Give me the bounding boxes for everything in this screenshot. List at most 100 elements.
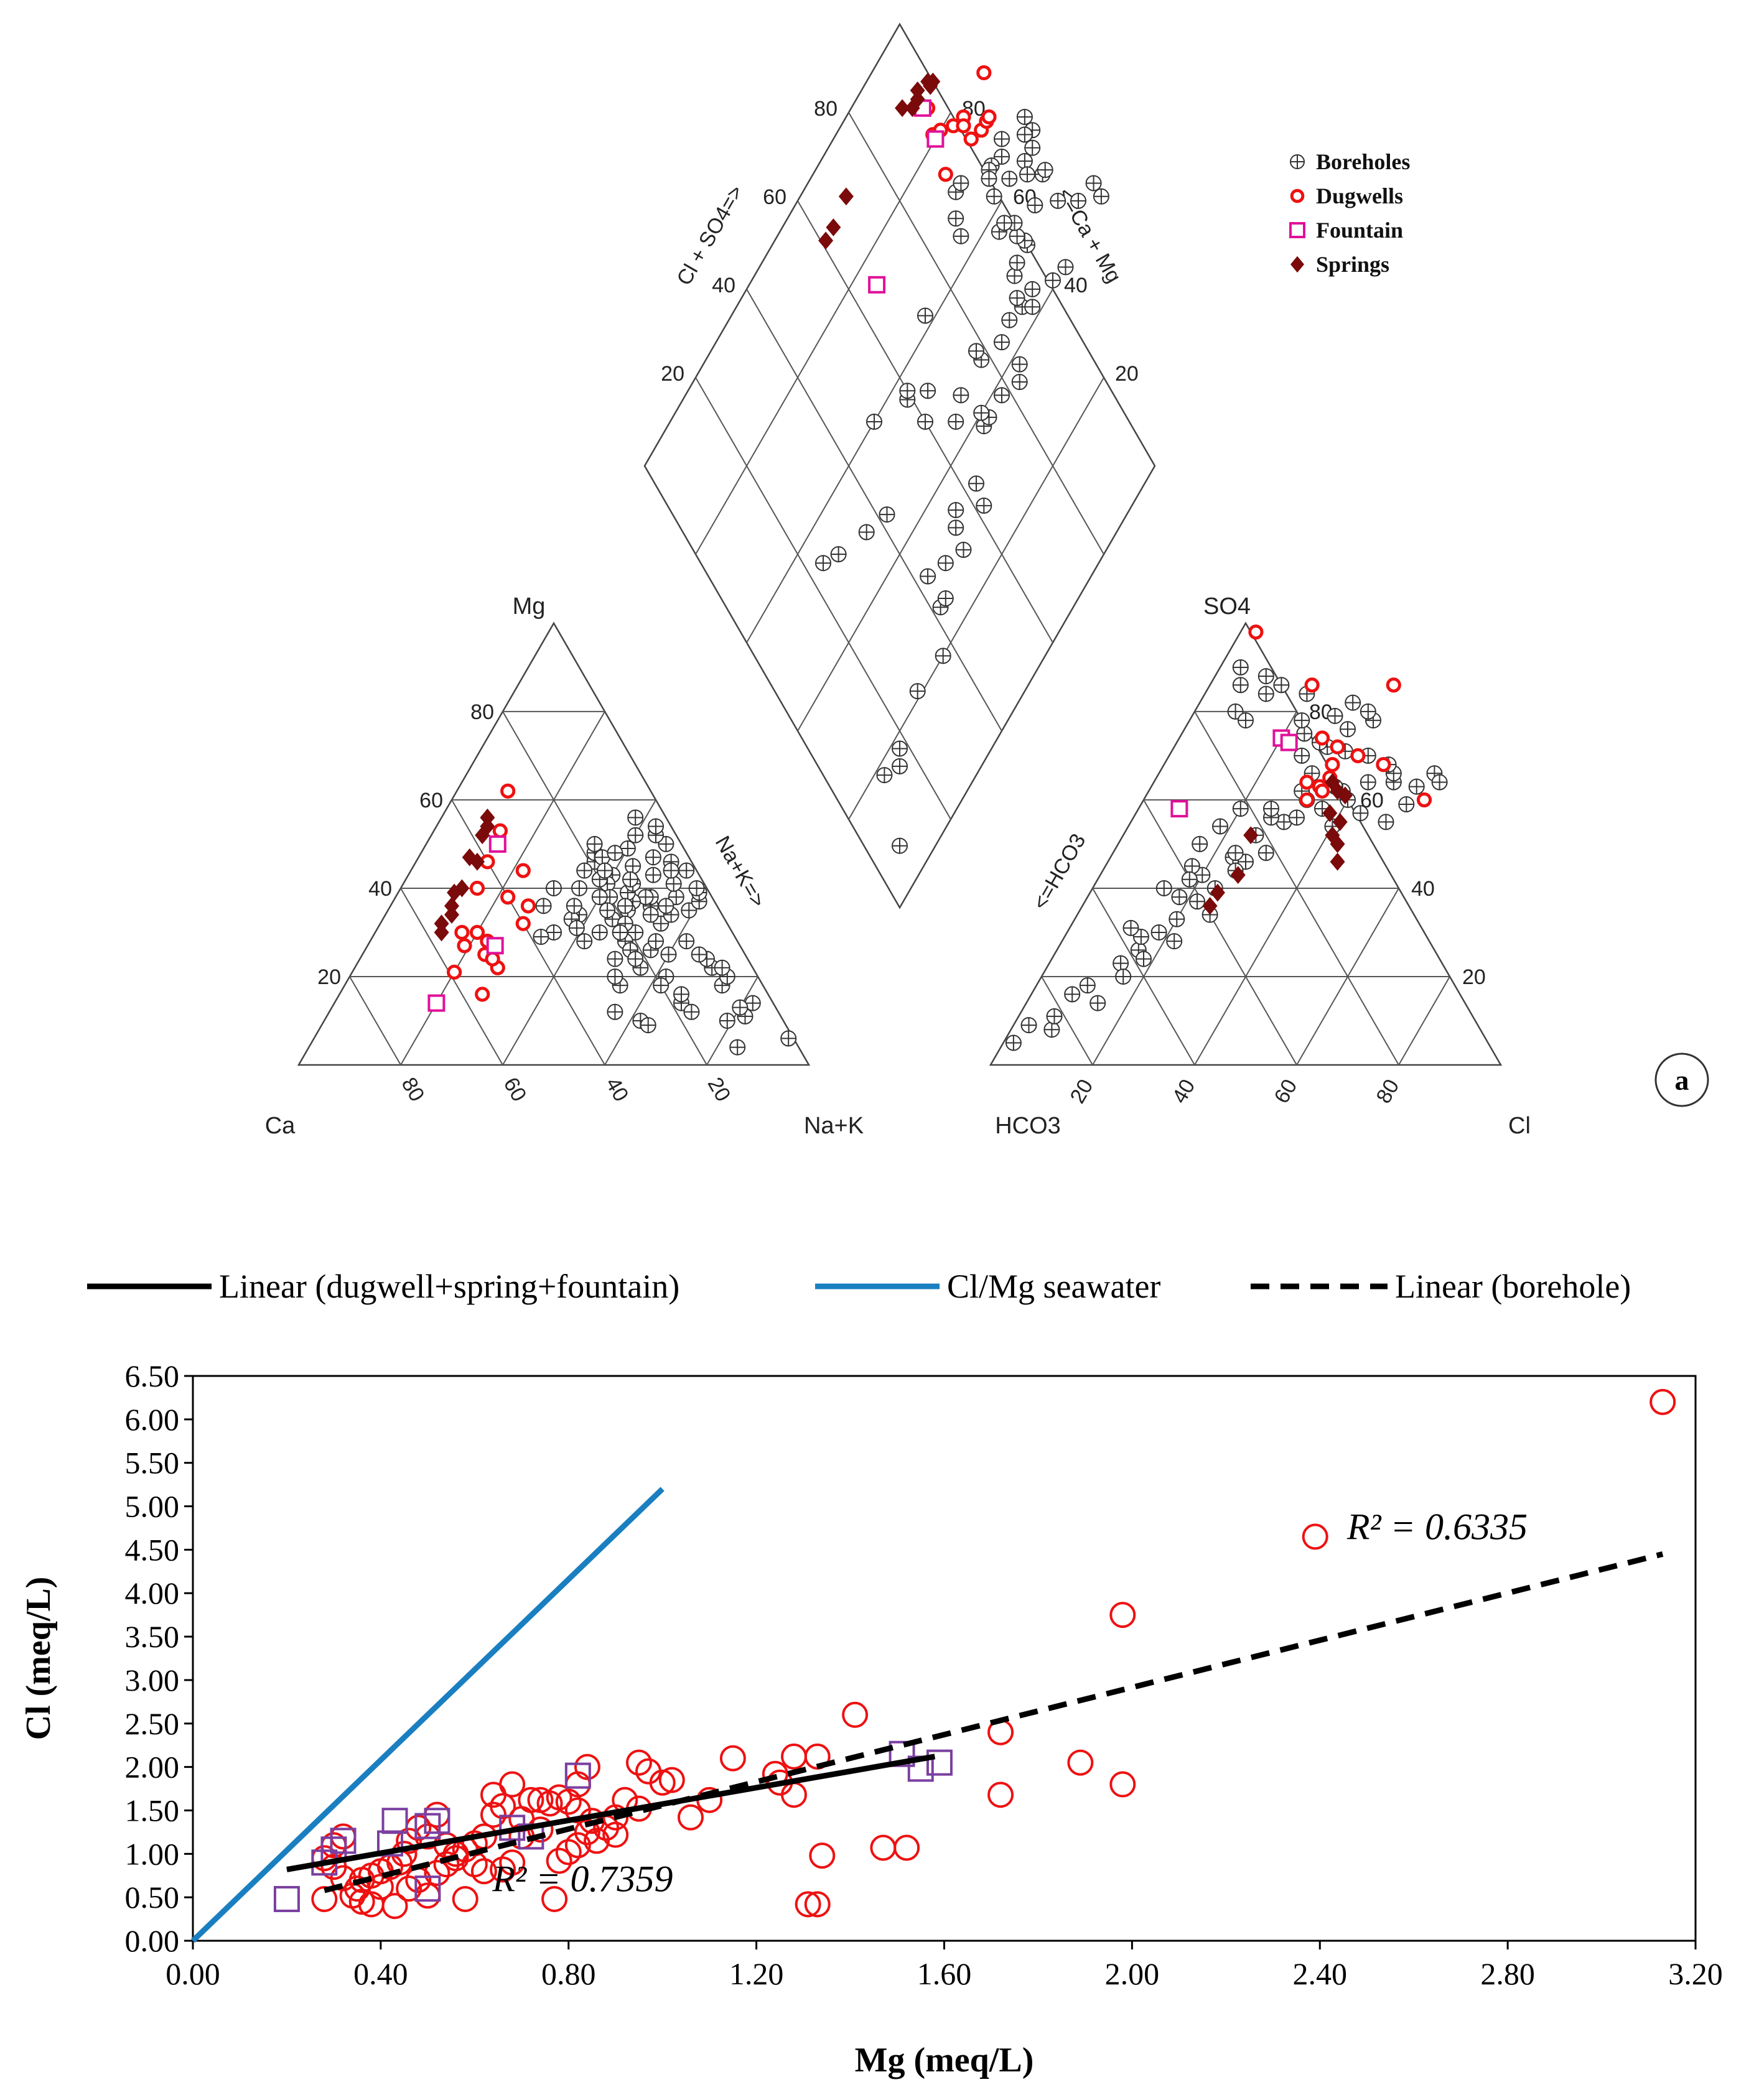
data-point-circle [541, 1885, 568, 1912]
diamond-point-cross [1025, 281, 1040, 297]
anion-point [1210, 883, 1225, 902]
diamond-grid-line [695, 377, 951, 820]
anion-point-cross [1360, 704, 1376, 719]
data-point-circle [1109, 1602, 1136, 1628]
diamond-point-cross [867, 414, 882, 429]
anion-grid-line [1143, 799, 1297, 1066]
diamond-point [838, 187, 854, 206]
diamond-point-cross [1009, 290, 1025, 306]
diamond-point [963, 131, 979, 147]
cation-point-cross [745, 995, 760, 1011]
data-point-circle [367, 1874, 394, 1900]
piper-legend: Boreholes Dugwells Fountain Springs [1289, 149, 1410, 277]
diamond-point-cross [935, 648, 951, 664]
y-tick-label: 6.00 [125, 1402, 180, 1437]
cation-point-cross [587, 836, 602, 852]
cation-point-cross [625, 858, 641, 874]
cation-point-cross [679, 934, 694, 949]
anion-point-cross [1047, 1008, 1062, 1024]
anion-point-cross [1151, 924, 1167, 940]
cation-point [488, 835, 506, 853]
anion-point [1416, 792, 1432, 808]
diamond-frame [643, 22, 1156, 909]
anion-point-cross [1360, 774, 1376, 790]
anion-point-cross [1238, 713, 1253, 728]
diamond-point-cross [920, 569, 936, 584]
anion-point-cross [1090, 995, 1106, 1011]
diamond-point-cross [831, 547, 846, 562]
diamond-point-cross [948, 520, 964, 536]
data-point-circle [480, 1782, 506, 1808]
cation-point-cross [640, 1018, 656, 1033]
anion-point-cross [1169, 911, 1185, 927]
diamond-point-cross [1037, 162, 1053, 178]
anion-point-cross [1340, 722, 1355, 737]
cation-point [469, 924, 485, 941]
cation-point-cross [638, 890, 653, 905]
anion-point-cross [1409, 779, 1424, 794]
cation-point-cross [661, 947, 676, 962]
cation-point-cross [536, 898, 551, 914]
anion-point-cross [1156, 880, 1172, 896]
diamond-point-cross [1017, 153, 1032, 169]
anion-point-cross [1123, 920, 1139, 936]
cation-point-cross [597, 863, 612, 878]
anion-point-cross [1228, 845, 1243, 861]
cation-point [447, 964, 462, 980]
diamond-point-cross [1025, 140, 1040, 156]
y-tick-label: 0.50 [125, 1880, 180, 1915]
anion-point-cross [1294, 713, 1310, 728]
cation-point-cross [658, 836, 674, 852]
anion-point [1248, 624, 1264, 640]
cation-point-cross [628, 924, 643, 940]
diamond-point-cross [1045, 272, 1060, 288]
cation-point [462, 848, 477, 866]
legend-label-fountain: Fountain [1316, 218, 1403, 243]
y-tick-label: 4.00 [125, 1576, 180, 1610]
data-point-square [564, 1762, 591, 1789]
data-point-circle [719, 1745, 746, 1772]
piper-series-springs [434, 72, 1353, 942]
anion-point-cross [1327, 708, 1343, 723]
anion-point-cross [1233, 677, 1248, 693]
data-point-circle [527, 1786, 554, 1813]
anion-point-cross [1432, 774, 1447, 790]
x-tick-label: 3.20 [1668, 1956, 1723, 1991]
anion-point [1330, 739, 1345, 755]
data-point-square [926, 1749, 953, 1776]
anion-point-cross [1192, 836, 1208, 852]
data-point-circle [781, 1743, 807, 1770]
cation-point-cross [617, 898, 633, 914]
data-point-square [424, 1808, 450, 1834]
cation-point [520, 898, 536, 914]
cation-point [480, 808, 495, 827]
diamond-grid-line [746, 289, 1002, 732]
data-point-circle [424, 1860, 450, 1887]
anion-point-cross [1136, 951, 1151, 967]
cation-point [500, 783, 516, 799]
cl-mg-scatter-chart: Linear (dugwell+spring+fountain) Cl/Mg se… [19, 1268, 1723, 2079]
cation-point-cross [612, 924, 628, 940]
data-point-square [414, 1813, 441, 1839]
diamond-point-cross [1017, 109, 1032, 124]
cation-point [444, 906, 459, 924]
cation-point-cross [628, 810, 643, 825]
diamond-point-cross [1007, 268, 1022, 284]
cation-point [515, 916, 531, 931]
anion-point-cross [1228, 704, 1243, 719]
diamond-point [818, 231, 834, 250]
diamond-point-cross [1009, 228, 1025, 244]
cation-point-cross [781, 1031, 796, 1046]
anion-point [1314, 783, 1330, 799]
data-point-circle [490, 1856, 516, 1883]
data-point-circle [584, 1828, 610, 1854]
diamond-point [868, 276, 886, 294]
data-point-circle [781, 1782, 807, 1808]
data-point-circle [625, 1749, 652, 1776]
anion-point-cross [1021, 1018, 1037, 1033]
anion-point-cross [1258, 845, 1274, 861]
x-tick-label: 2.40 [1293, 1956, 1348, 1991]
cation-point-cross [607, 951, 623, 967]
cation-point-cross [689, 880, 704, 896]
cation-mg-tick: 60 [419, 789, 443, 812]
